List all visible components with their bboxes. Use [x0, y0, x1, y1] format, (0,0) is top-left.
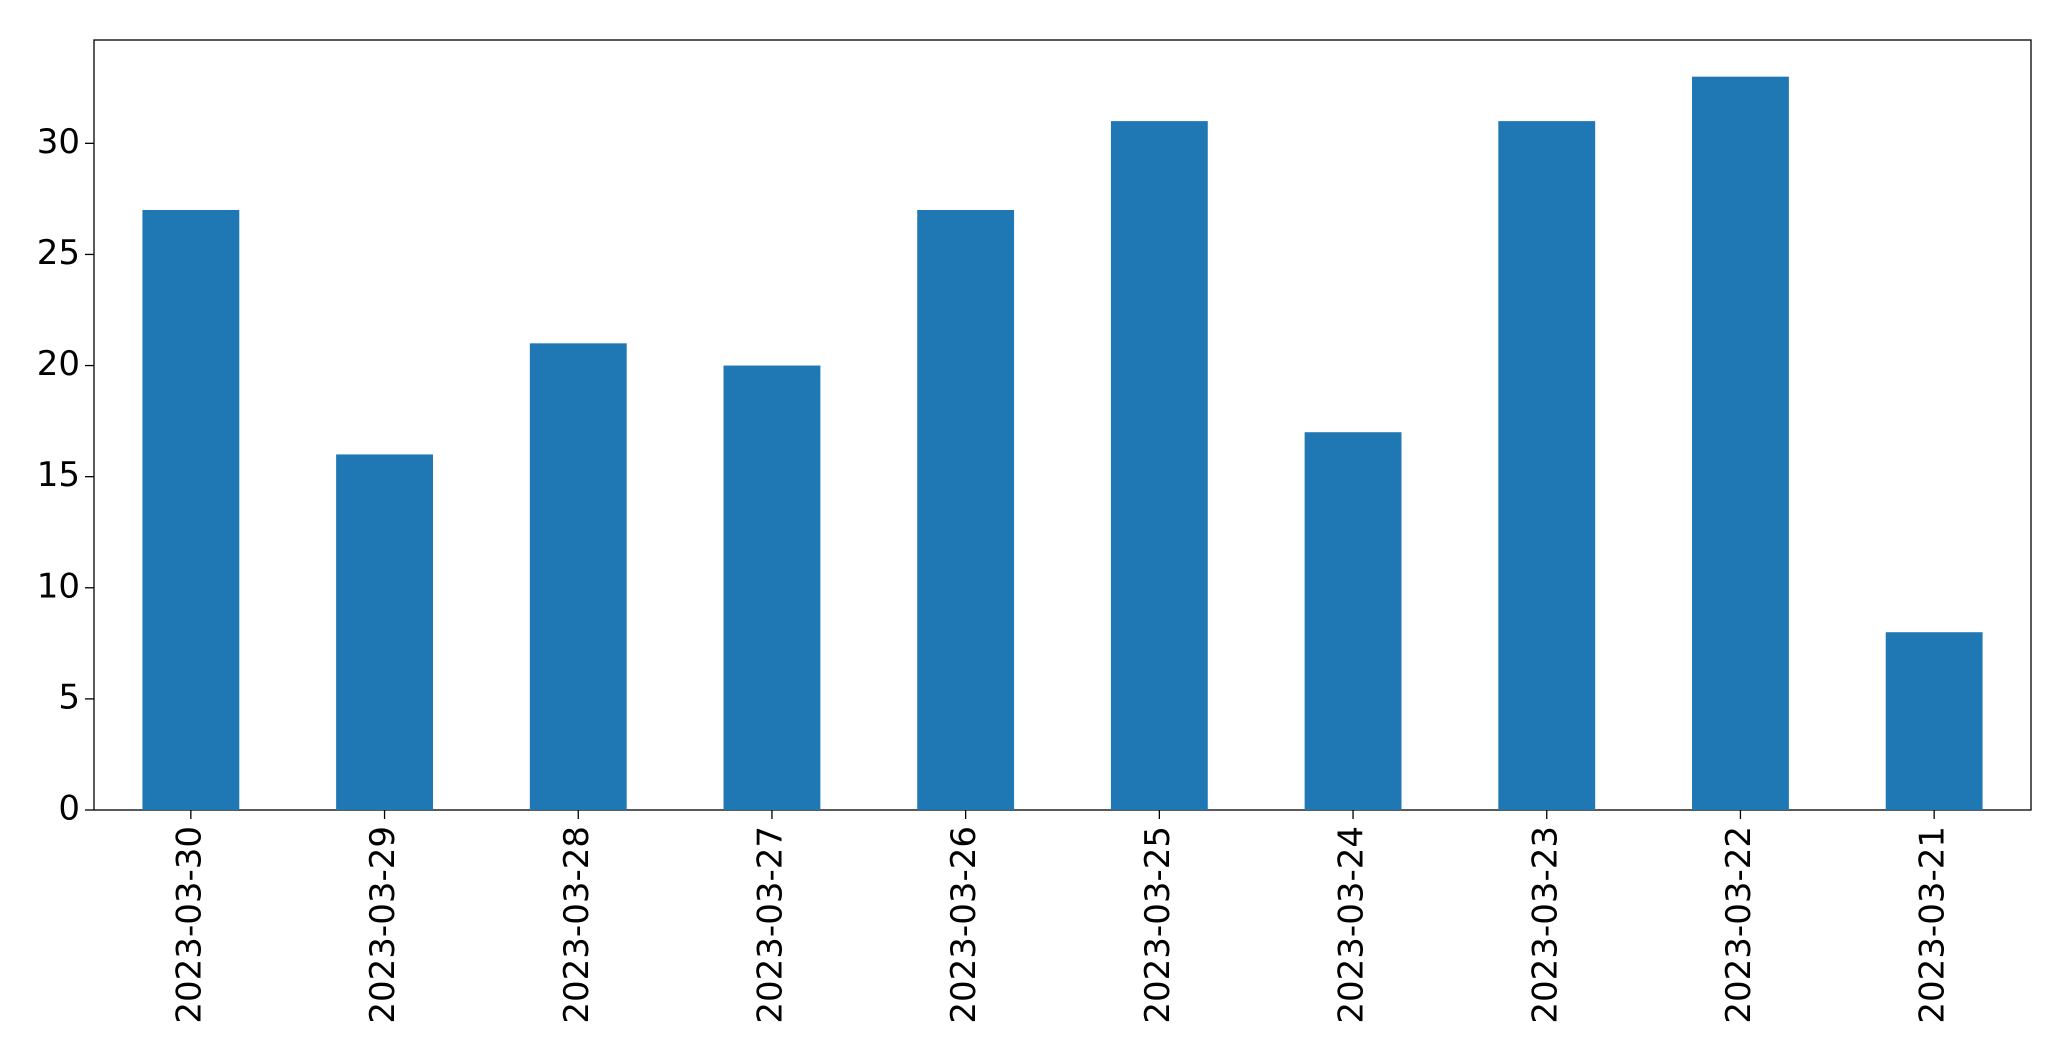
y-tick-label: 10	[37, 566, 80, 606]
bar	[1498, 121, 1596, 811]
x-tick-label: 2023-03-28	[557, 826, 597, 1024]
y-tick-label: 25	[37, 233, 80, 273]
y-tick-label: 30	[37, 122, 80, 162]
bar	[1304, 432, 1402, 810]
y-tick-label: 15	[37, 455, 80, 495]
x-tick-label: 2023-03-26	[944, 826, 984, 1024]
x-tick-label: 2023-03-30	[169, 826, 209, 1024]
bar	[142, 210, 240, 810]
x-tick-label: 2023-03-29	[363, 826, 403, 1024]
bar	[1110, 121, 1208, 811]
bar	[1885, 632, 1983, 810]
bar	[529, 343, 627, 810]
bar	[1692, 76, 1789, 810]
x-tick-label: 2023-03-24	[1332, 826, 1372, 1024]
plot-frame	[93, 39, 2032, 811]
bar	[917, 210, 1015, 810]
x-tick-label: 2023-03-23	[1525, 826, 1565, 1024]
y-tick-label: 20	[37, 344, 80, 384]
x-tick-label: 2023-03-22	[1719, 826, 1759, 1024]
y-tick-label: 5	[58, 677, 80, 717]
x-tick-label: 2023-03-25	[1138, 826, 1178, 1024]
y-tick-label: 0	[58, 789, 80, 829]
x-tick-label: 2023-03-27	[750, 826, 790, 1024]
x-tick-label: 2023-03-21	[1913, 826, 1953, 1024]
bar	[723, 365, 821, 810]
bar	[336, 454, 433, 810]
